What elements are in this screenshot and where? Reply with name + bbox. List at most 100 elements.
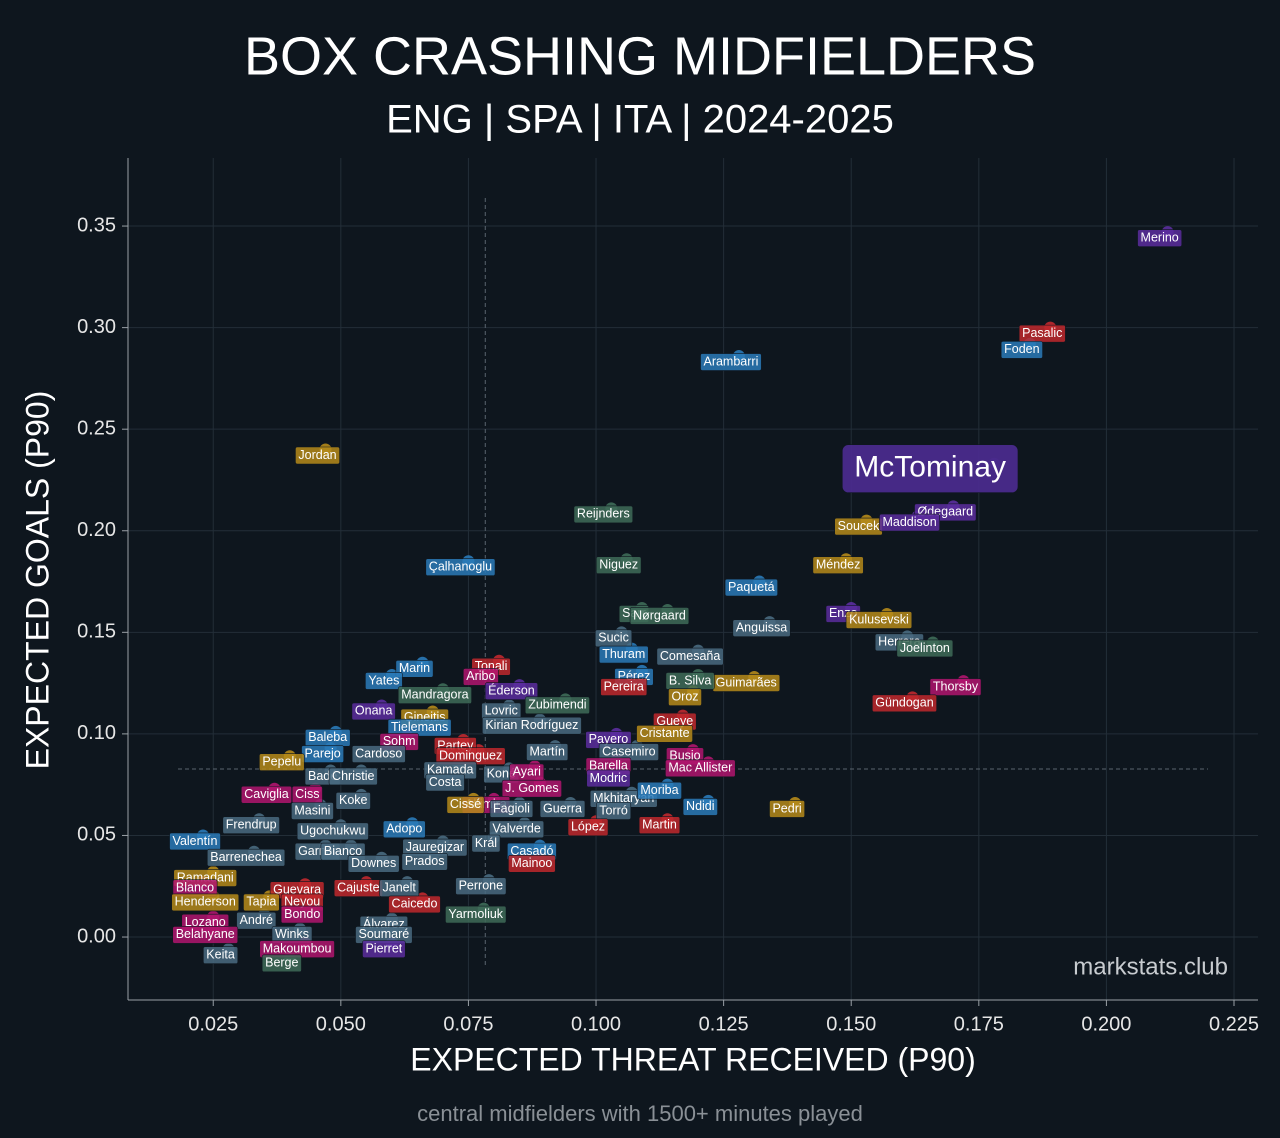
label-box <box>446 796 485 814</box>
point-label: Costa <box>425 773 465 792</box>
point-label: Éderson <box>484 682 539 700</box>
point-label: Mandragora <box>397 686 472 705</box>
point-label: Arambarri <box>700 353 762 371</box>
point-label: Onana <box>351 702 396 721</box>
point-label-text: Ugochukwu <box>300 824 365 838</box>
point-label: Torró <box>596 802 632 820</box>
label-box <box>636 724 693 743</box>
point-label: André <box>236 911 277 930</box>
label-box <box>567 818 609 837</box>
label-box <box>841 444 1019 494</box>
point-label-text: Cristante <box>640 726 690 740</box>
point-label: Barrenechea <box>206 848 286 867</box>
labels: Merino Pasalic Foden Arambarri McTominay Jord… <box>169 229 1183 973</box>
point-label: Cristante <box>636 724 693 743</box>
label-box <box>595 556 642 574</box>
point-label-text: Comesaña <box>660 649 720 663</box>
point-label-text: Kulusevski <box>849 612 909 626</box>
point-label-text: Henderson <box>175 895 236 909</box>
point-label-text: Adopo <box>386 822 422 836</box>
point-label: Janelt <box>379 879 420 897</box>
point-label-text: Reijnders <box>577 507 630 521</box>
point-label-text: André <box>240 913 273 927</box>
point-label: Jauregizar <box>402 838 468 857</box>
point-label-text: Niguez <box>599 557 638 571</box>
point-label: Pedri <box>769 800 805 818</box>
point-label: Martin <box>638 816 681 835</box>
watermark: markstats.club <box>1073 953 1228 980</box>
label-box <box>586 769 631 788</box>
point-label-text: Belahyane <box>176 927 235 941</box>
point-label-text: Tielemans <box>391 720 448 734</box>
point-label-text: Martin <box>642 818 677 832</box>
point-label-text: Sucic <box>598 631 629 645</box>
chart-subtitle: ENG | SPA | ITA | 2024-2025 <box>386 98 894 142</box>
label-box <box>335 792 371 810</box>
label-box <box>397 686 472 705</box>
point-label: Jordan <box>295 446 340 465</box>
label-box <box>351 745 406 763</box>
label-box <box>700 353 762 371</box>
label-box <box>291 802 334 820</box>
label-box <box>295 446 340 465</box>
point-label-text: Zubimendi <box>528 698 586 712</box>
point-label-text: Thuram <box>602 647 645 661</box>
point-label: Belahyane <box>172 926 239 944</box>
point-label-text: Guerra <box>543 801 582 815</box>
point-label: Comesaña <box>656 647 724 666</box>
label-box <box>296 822 369 841</box>
label-box <box>600 678 648 696</box>
point-label: Mainoo <box>508 855 556 873</box>
point-label: Oroz <box>668 688 702 707</box>
x-tick-label: 0.075 <box>443 1013 493 1035</box>
point-label-text: Makoumbou <box>263 941 332 955</box>
point-label-text: Pepelu <box>262 755 301 769</box>
point-label-text: Casemiro <box>602 744 656 758</box>
label-box <box>388 895 441 914</box>
x-tick-label: 0.200 <box>1081 1013 1131 1035</box>
point-label-text: Barella <box>589 759 628 773</box>
x-tick-label: 0.225 <box>1209 1013 1259 1035</box>
point-label: Henderson <box>171 893 240 912</box>
point-label-text: Christie <box>332 769 374 783</box>
x-axis-label: EXPECTED THREAT RECEIVED (P90) <box>410 1041 975 1077</box>
point-label-text: Méndez <box>816 557 860 571</box>
x-tick-label: 0.100 <box>571 1013 621 1035</box>
label-box <box>365 672 403 690</box>
point-label-text: Casadó <box>510 844 553 858</box>
label-box <box>879 513 940 532</box>
point-label: Niguez <box>595 556 642 574</box>
point-label: Ayari <box>509 763 545 782</box>
label-box <box>668 688 702 707</box>
label-box <box>243 893 280 912</box>
point-label-text: Perrone <box>459 878 504 892</box>
point-label: Foden <box>1000 341 1043 359</box>
point-label: Soucek <box>834 517 883 536</box>
point-label-text: Yates <box>368 673 399 687</box>
label-box <box>482 716 582 735</box>
label-box <box>362 940 406 958</box>
label-box <box>387 718 452 737</box>
point-label: Casemiro <box>598 743 659 761</box>
point-label: Valverde <box>489 820 545 839</box>
label-box <box>682 798 718 816</box>
point-label: Tielemans <box>387 718 452 737</box>
label-box <box>169 832 221 851</box>
label-box <box>280 905 324 924</box>
y-tick-label: 0.15 <box>77 621 116 643</box>
point-label-text: Keita <box>206 948 235 962</box>
point-label: Gündogan <box>871 694 937 713</box>
point-label: Baleba <box>304 729 351 747</box>
label-box <box>395 659 434 678</box>
point-label-text: Sohm <box>383 734 416 748</box>
point-label: Yarmoliuk <box>445 905 507 924</box>
point-label: Martín <box>526 743 569 761</box>
point-label-text: Guimarães <box>716 675 777 689</box>
point-label-text: Ayari <box>513 765 541 779</box>
point-label-text: Pierret <box>365 941 402 955</box>
point-label: Kirian Rodríguez <box>482 716 582 735</box>
x-tick-label: 0.125 <box>699 1013 749 1035</box>
point-label-text: Parejo <box>305 746 341 760</box>
point-label: Cajuste <box>333 879 383 897</box>
